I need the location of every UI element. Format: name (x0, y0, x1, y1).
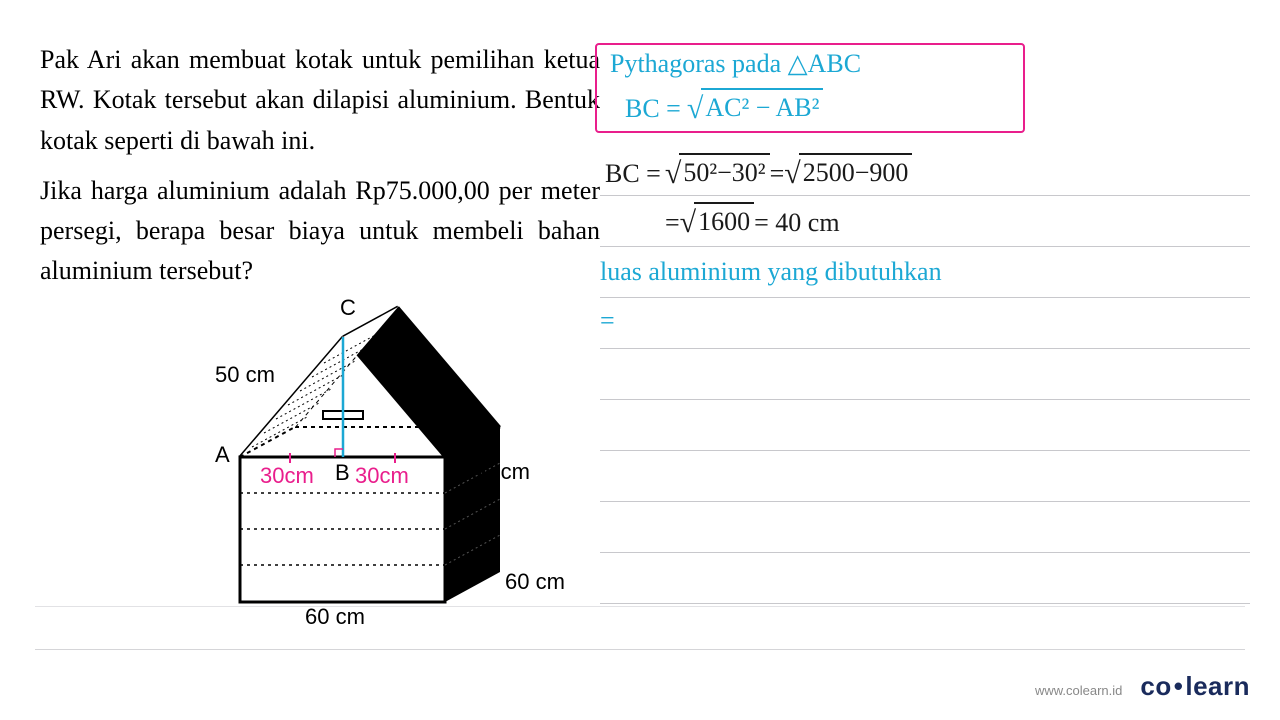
hw-line-6: = (600, 303, 615, 339)
hw-line-3: BC = √ 50²−30² = √ 2500−900 (605, 153, 912, 195)
dim-60-bottom: 60 cm (305, 604, 365, 630)
problem-text: Pak Ari akan membuat kotak untuk pemilih… (40, 40, 600, 292)
hw-line-2: BC = √ AC² − AB² (625, 88, 823, 130)
handwriting-column: Pythagoras pada △ABC BC = √ AC² − AB² BC… (600, 40, 1250, 627)
hw-l2-rad: AC² − AB² (701, 88, 823, 126)
cursor-hand-icon: ☛ (448, 457, 468, 483)
dim-60-right-bot: 60 cm (505, 569, 565, 595)
divider-1 (35, 649, 1245, 650)
dim-50cm: 50 cm (215, 362, 275, 388)
label-A: A (215, 442, 230, 468)
problem-para-1: Pak Ari akan membuat kotak untuk pemilih… (40, 40, 600, 161)
hw-l3-eq: = (770, 156, 785, 192)
geometry-figure: C A B 50 cm 30cm 30cm 60 cm 60 cm 60 cm … (160, 297, 560, 627)
footer-url: www.colearn.id (1035, 683, 1122, 698)
hw-l4-rad: 1600 (694, 202, 754, 240)
problem-para-2: Jika harga aluminium adalah Rp75.000,00 … (40, 171, 600, 292)
dim-60-right-top: 60 cm (470, 459, 530, 485)
hw-l4-eq: = (665, 205, 680, 241)
hw-line-4: = √ 1600 = 40 cm (665, 202, 840, 244)
hw-line-1: Pythagoras pada △ABC (610, 46, 861, 82)
divider-2 (35, 606, 1245, 607)
dim-30-right: 30cm (355, 463, 409, 489)
footer: www.colearn.id co•learn (1035, 671, 1250, 702)
hw-l3-lhs: BC = (605, 156, 661, 192)
label-B: B (335, 460, 350, 486)
hw-l3-rad1: 50²−30² (679, 153, 769, 191)
footer-logo: co•learn (1140, 671, 1250, 702)
dim-30-left: 30cm (260, 463, 314, 489)
label-C: C (340, 295, 356, 321)
hw-l3-rad2: 2500−900 (799, 153, 913, 191)
hw-line-5: luas aluminium yang dibutuhkan (600, 254, 942, 290)
problem-column: Pak Ari akan membuat kotak untuk pemilih… (40, 40, 600, 627)
hw-l4-res: = 40 cm (754, 205, 839, 241)
hw-l2-lhs: BC = (625, 91, 681, 127)
